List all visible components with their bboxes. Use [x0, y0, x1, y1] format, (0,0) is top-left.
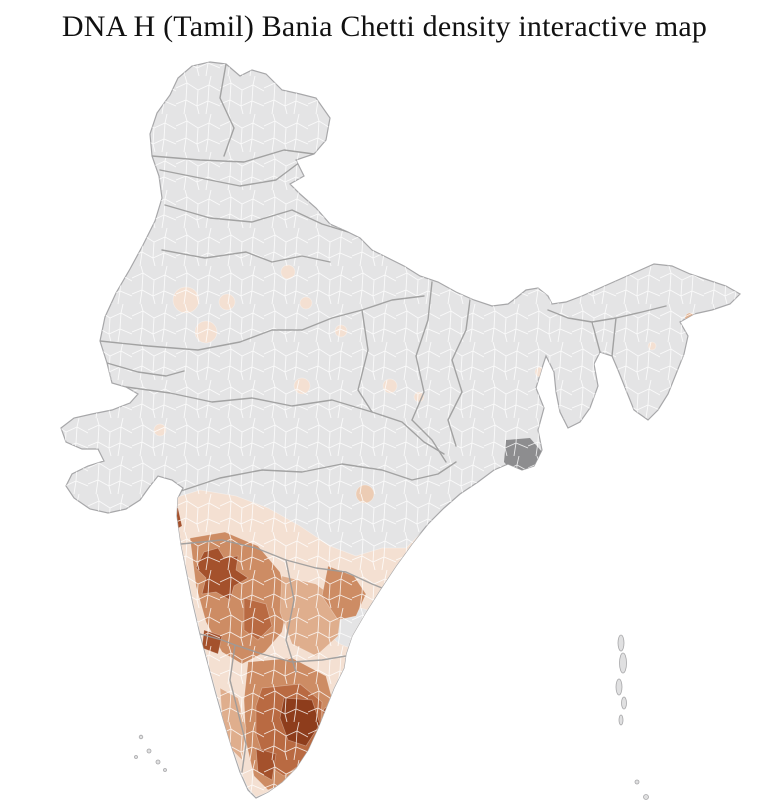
page-title: DNA H (Tamil) Bania Chetti density inter…	[61, 10, 708, 43]
density-district-spot[interactable]	[218, 293, 236, 311]
density-district-spot[interactable]	[436, 516, 460, 540]
density-district-spot[interactable]	[293, 377, 311, 395]
density-district-spot[interactable]	[334, 324, 348, 338]
density-district-spot[interactable]	[382, 378, 398, 394]
density-district-spot[interactable]	[172, 286, 200, 314]
density-district-spot[interactable]	[280, 264, 296, 280]
state-borders	[99, 63, 667, 773]
density-konkan-coast-dark[interactable]	[157, 507, 183, 535]
density-district-spot[interactable]	[355, 484, 375, 504]
density-district-spot[interactable]	[153, 423, 167, 437]
lakshadweep-islands[interactable]	[134, 734, 167, 772]
density-district-spot[interactable]	[194, 320, 218, 344]
density-district-spot[interactable]	[647, 341, 657, 351]
density-district-spot[interactable]	[299, 296, 313, 310]
andaman-nicobar-islands[interactable]	[615, 634, 649, 800]
